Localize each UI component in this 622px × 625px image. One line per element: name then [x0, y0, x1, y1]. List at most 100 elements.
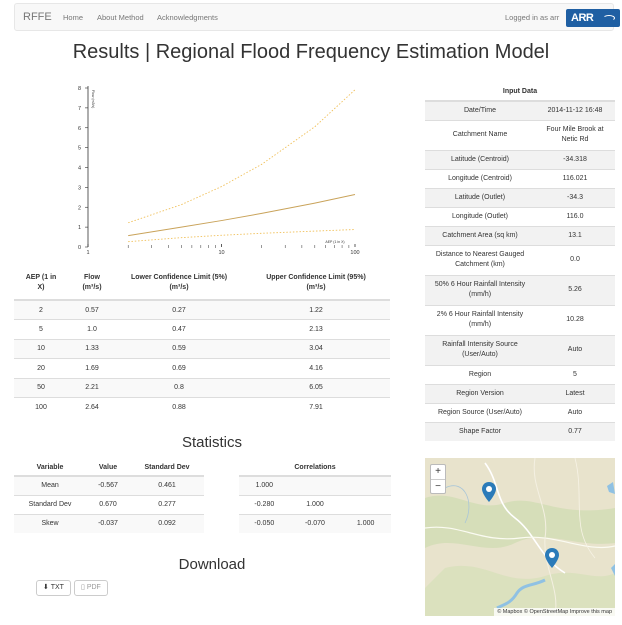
table-cell: 0.57: [68, 299, 116, 320]
x-tick-label: 1: [86, 250, 89, 256]
input-value: 5.26: [535, 274, 615, 305]
table-row: 2 0.57 0.27 1.22: [14, 299, 390, 320]
download-pdf-button[interactable]: ▯ PDF: [74, 580, 108, 596]
download-pdf-label: PDF: [86, 584, 101, 591]
download-txt-button[interactable]: ⬇ TXT: [36, 580, 71, 596]
zoom-out-button[interactable]: −: [431, 479, 445, 493]
nav-acknowledgments-link[interactable]: Acknowledgments: [157, 13, 218, 22]
table-cell: 5: [14, 319, 68, 339]
input-label: Rainfall Intensity Source (User/Auto): [425, 334, 535, 365]
download-icon: ⬇: [43, 584, 49, 591]
statistics-cell: Mean: [14, 475, 86, 495]
download-title: Download: [178, 556, 246, 573]
table-row: 5 1.0 0.47 2.13: [14, 319, 390, 339]
input-value: Latest: [535, 383, 615, 403]
map-attribution[interactable]: © Mapbox © OpenStreetMap Improve this ma…: [494, 608, 615, 616]
correlations-title: Correlations: [239, 460, 391, 477]
input-data-row: Catchment Name Four Mile Brook at Netic R…: [425, 119, 615, 150]
statistics-row: Skew -0.037 0.092: [14, 513, 204, 533]
table-cell: 2.13: [242, 319, 390, 339]
input-label: Longitude (Outlet): [425, 206, 535, 226]
input-label: 2% 6 Hour Rainfall Intensity (mm/h): [425, 304, 535, 335]
nav-about-method-link[interactable]: About Method: [97, 13, 144, 22]
input-label: 50% 6 Hour Rainfall Intensity (mm/h): [425, 274, 535, 305]
input-value: 0.0: [535, 244, 615, 275]
input-label: Distance to Nearest Gauged Catchment (km…: [425, 244, 535, 275]
input-label: Region Source (User/Auto): [425, 402, 535, 422]
file-icon: ▯: [81, 584, 85, 591]
input-value: Auto: [535, 402, 615, 422]
y-tick-label: 7: [78, 106, 81, 112]
input-data-row: Region 5: [425, 364, 615, 384]
input-data-table: Input Data Date/Time 2014-11-12 16:48 Catc…: [425, 83, 615, 441]
correlation-row: -0.050 -0.070 1.000: [239, 513, 391, 533]
series-line-1: [128, 229, 356, 243]
table-row: 10 1.33 0.59 3.04: [14, 338, 390, 359]
arr-logo[interactable]: ARR: [566, 9, 620, 27]
y-tick-label: 8: [78, 86, 81, 92]
outlet-marker-icon[interactable]: [545, 548, 559, 568]
statistics-cell: Standard Dev: [14, 494, 86, 514]
map-zoom-control: + −: [430, 464, 446, 494]
header-standard-dev: Standard Dev: [130, 460, 204, 477]
x-tick-label: 10: [218, 250, 224, 256]
table-cell: 100: [14, 397, 68, 417]
input-value: -34.318: [535, 149, 615, 169]
input-data-row: Longitude (Centroid) 116.021: [425, 168, 615, 188]
input-label: Latitude (Centroid): [425, 149, 535, 169]
table-row: 100 2.64 0.88 7.91: [14, 397, 390, 417]
centroid-marker-icon[interactable]: [482, 482, 496, 502]
navbar: RFFE Home About Method Acknowledgments L…: [14, 3, 620, 31]
statistics-cell: 0.277: [130, 494, 204, 514]
y-tick-label: 5: [78, 146, 81, 152]
input-data-row: 50% 6 Hour Rainfall Intensity (mm/h) 5.26: [425, 274, 615, 305]
statistics-cell: 0.670: [86, 494, 130, 514]
correlation-cell: [289, 475, 341, 495]
table-cell: 0.47: [116, 319, 242, 339]
correlation-cell: -0.050: [239, 513, 290, 533]
statistics-cell: -0.567: [86, 475, 130, 495]
input-data-row: Rainfall Intensity Source (User/Auto) Aut…: [425, 334, 615, 365]
table-cell: 1.33: [68, 338, 116, 359]
table-cell: 2: [14, 299, 68, 320]
table-cell: 7.91: [242, 397, 390, 417]
map-tiles: [425, 458, 615, 616]
input-label: Shape Factor: [425, 421, 535, 441]
user-status[interactable]: Logged in as arr: [505, 13, 560, 22]
input-value: 13.1: [535, 225, 615, 245]
logo-swoosh-icon: [603, 15, 615, 21]
correlation-row: 1.000: [239, 475, 391, 495]
catchment-map[interactable]: + − © Mapbox © OpenStreetMap Improve thi…: [425, 458, 615, 616]
header-lower-limit: Lower Confidence Limit (5%) (m³/s): [116, 266, 242, 301]
table-cell: 1.22: [242, 299, 390, 320]
input-data-title: Input Data: [425, 83, 615, 102]
statistics-cell: Skew: [14, 513, 86, 533]
input-label: Date/Time: [425, 100, 535, 120]
correlation-cell: -0.280: [239, 494, 290, 514]
x-tick-label: 100: [350, 250, 359, 256]
correlation-row: -0.280 1.000: [239, 494, 391, 514]
page-title: Results | Regional Flood Frequency Estim…: [72, 41, 550, 63]
input-value: Auto: [535, 334, 615, 365]
y-tick-label: 6: [78, 126, 81, 132]
input-value: 0.77: [535, 421, 615, 441]
input-label: Region: [425, 364, 535, 384]
correlation-cell: 1.000: [239, 475, 290, 495]
table-cell: 4.16: [242, 358, 390, 378]
header-value: Value: [86, 460, 130, 477]
input-label: Latitude (Outlet): [425, 187, 535, 207]
correlation-cell: [340, 494, 391, 514]
zoom-in-button[interactable]: +: [435, 466, 441, 477]
table-cell: 0.8: [116, 377, 242, 398]
arr-logo-text: ARR: [571, 12, 594, 24]
table-cell: 2.21: [68, 377, 116, 398]
results-table: AEP (1 in X) Flow (m³/s) Lower Confidence …: [14, 266, 390, 417]
y-axis-label: Flow (m3/s): [91, 90, 95, 108]
correlation-cell: 1.000: [340, 513, 391, 533]
download-txt-label: TXT: [50, 584, 64, 591]
nav-home-link[interactable]: Home: [63, 13, 84, 22]
brand-link[interactable]: RFFE: [23, 11, 52, 23]
input-data-row: Date/Time 2014-11-12 16:48: [425, 100, 615, 120]
input-label: Catchment Name: [425, 119, 535, 150]
